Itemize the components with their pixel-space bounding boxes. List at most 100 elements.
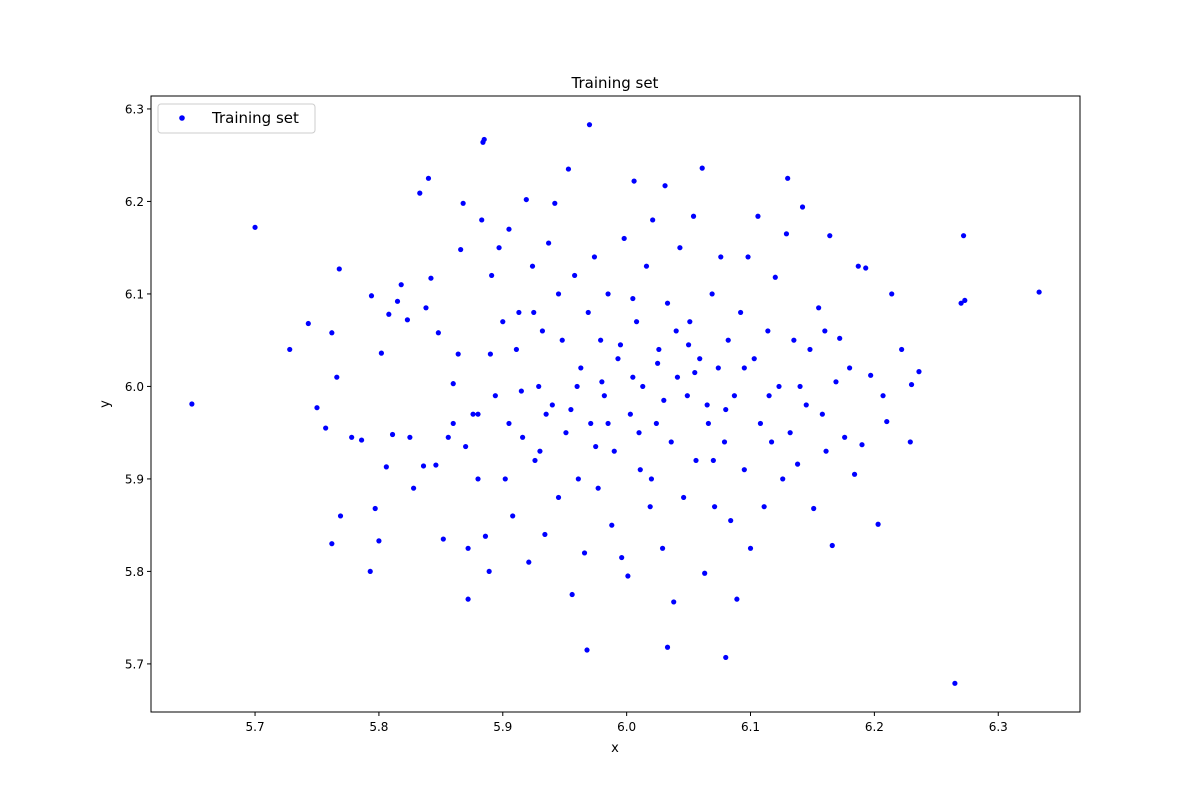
- data-point: [516, 309, 522, 316]
- data-point: [747, 545, 754, 551]
- data-point: [837, 335, 843, 341]
- data-point: [807, 346, 813, 353]
- data-point: [475, 476, 481, 482]
- data-point: [916, 369, 922, 375]
- data-point: [640, 383, 646, 390]
- data-point: [889, 291, 895, 297]
- data-point: [725, 337, 731, 343]
- data-point: [633, 319, 640, 325]
- legend-box: [157, 103, 316, 134]
- data-point: [386, 311, 392, 317]
- data-point: [816, 305, 822, 311]
- data-point: [738, 309, 744, 316]
- x-tick-label: 6.2: [865, 720, 884, 734]
- data-point: [711, 504, 718, 510]
- data-point: [787, 430, 793, 436]
- data-point: [578, 365, 584, 371]
- data-point: [486, 568, 492, 575]
- data-point: [745, 254, 751, 260]
- data-point: [598, 337, 604, 343]
- data-point: [671, 599, 677, 605]
- data-point: [621, 235, 627, 242]
- data-point: [673, 328, 679, 334]
- data-point: [822, 328, 828, 334]
- y-tick-label: 5.7: [125, 657, 144, 671]
- data-point: [653, 420, 659, 427]
- data-point: [723, 406, 729, 413]
- data-point: [480, 139, 486, 145]
- data-point: [537, 448, 543, 454]
- data-point: [811, 505, 817, 512]
- data-point: [715, 365, 721, 371]
- data-point: [506, 226, 512, 232]
- data-point: [819, 411, 825, 417]
- y-tick-label: 5.9: [125, 472, 144, 486]
- data-point: [588, 420, 594, 427]
- x-tick-label: 5.9: [493, 720, 512, 734]
- data-point: [960, 233, 967, 239]
- y-tick-label: 6.0: [125, 380, 144, 394]
- data-point: [668, 439, 674, 445]
- data-point: [664, 644, 671, 650]
- data-point: [650, 217, 656, 223]
- data-point: [523, 196, 529, 203]
- points-layer: [189, 122, 1042, 686]
- x-tick-label: 5.8: [369, 720, 388, 734]
- data-point: [709, 291, 715, 297]
- data-point: [423, 305, 429, 311]
- data-point: [829, 542, 835, 549]
- data-point: [368, 293, 375, 299]
- data-point: [803, 402, 809, 408]
- data-point: [337, 513, 344, 519]
- data-point: [581, 550, 588, 556]
- data-point: [619, 554, 625, 561]
- data-point: [731, 393, 738, 399]
- data-point: [482, 533, 489, 539]
- data-point: [389, 431, 396, 438]
- data-point: [520, 434, 526, 440]
- data-point: [376, 538, 382, 544]
- data-point: [823, 448, 829, 454]
- data-point: [470, 411, 476, 417]
- data-point: [450, 420, 456, 427]
- data-point: [615, 356, 621, 362]
- x-tick-label: 6.3: [989, 720, 1008, 734]
- data-point: [574, 383, 580, 390]
- data-point: [305, 320, 311, 327]
- data-point: [546, 240, 552, 246]
- data-point: [776, 383, 782, 390]
- data-point: [500, 319, 506, 325]
- data-point: [741, 467, 747, 473]
- data-point: [630, 295, 636, 302]
- data-point: [772, 274, 778, 280]
- data-point: [705, 420, 712, 427]
- legend-marker: [179, 115, 185, 121]
- data-point: [780, 476, 786, 482]
- data-point: [513, 346, 520, 353]
- data-point: [287, 346, 293, 353]
- data-point: [687, 319, 693, 325]
- data-point: [565, 166, 572, 172]
- data-point: [718, 254, 724, 260]
- data-point: [585, 309, 591, 316]
- data-point: [662, 183, 668, 189]
- data-point: [637, 467, 643, 473]
- plot-frame: [150, 95, 1081, 713]
- data-point: [555, 494, 562, 501]
- data-point: [543, 411, 549, 417]
- data-point: [601, 393, 607, 399]
- data-point: [627, 411, 633, 417]
- data-point: [863, 265, 869, 271]
- y-tick-label: 6.3: [125, 102, 144, 116]
- data-point: [531, 309, 537, 316]
- data-point: [334, 374, 340, 380]
- x-tick-label: 6.0: [617, 720, 636, 734]
- data-point: [463, 443, 469, 450]
- y-tick-label: 5.8: [125, 565, 144, 579]
- data-point: [314, 405, 320, 411]
- x-axis-label: x: [611, 741, 619, 756]
- data-point: [189, 401, 195, 407]
- data-point: [958, 300, 964, 306]
- data-point: [847, 365, 853, 371]
- data-point: [323, 425, 329, 431]
